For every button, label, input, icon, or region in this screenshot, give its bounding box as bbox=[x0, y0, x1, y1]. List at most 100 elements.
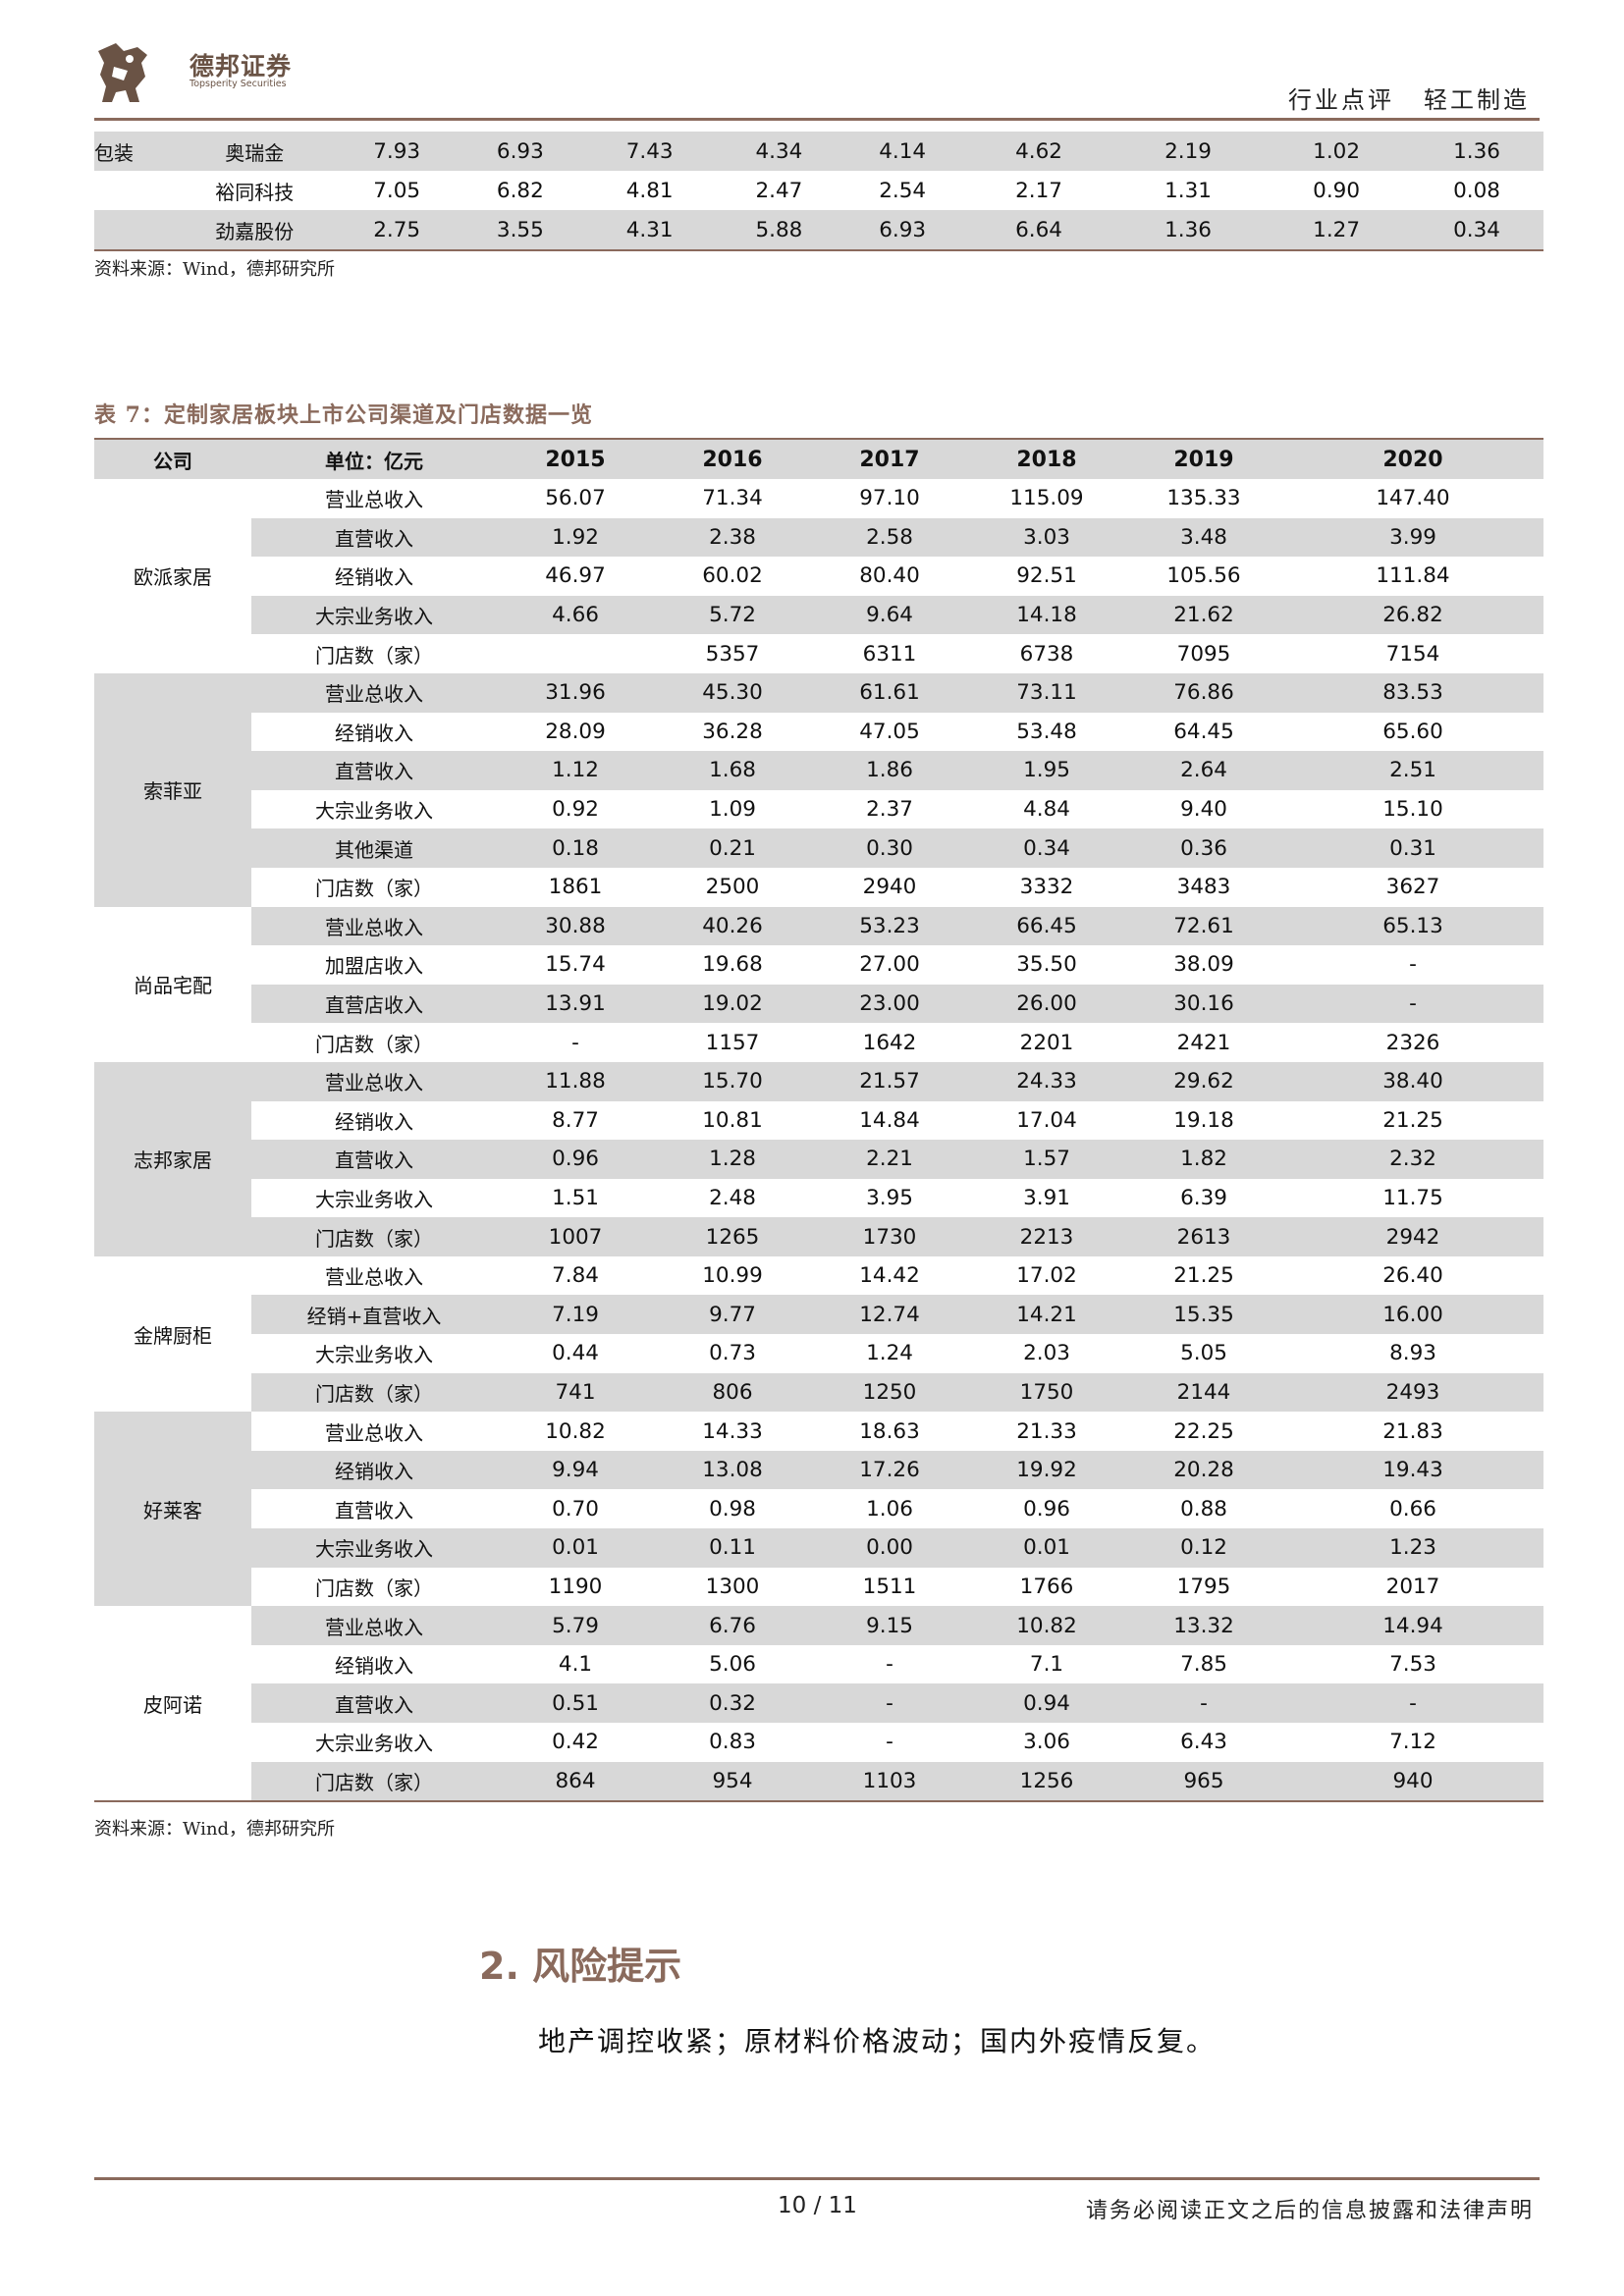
value-cell: 21.25 bbox=[1382, 1107, 1443, 1133]
value-cell: 71.34 bbox=[702, 486, 763, 511]
column-header: 2017 bbox=[811, 439, 968, 479]
value-cell: 11.75 bbox=[1382, 1185, 1443, 1210]
table-row: 包装 奥瑞金 7.93 6.93 7.43 4.34 4.14 4.62 2.19 1.02 1.3… bbox=[94, 132, 1543, 171]
value-cell: 80.40 bbox=[859, 563, 920, 589]
value-cell: 1.86 bbox=[811, 751, 968, 790]
table-row: 欧派家居 营业总收入 56.07 71.34 97.10 115.09 135.33 147.… bbox=[94, 479, 1543, 673]
value-cell: - bbox=[886, 1730, 893, 1755]
value-cell: 2326 bbox=[1385, 1030, 1440, 1055]
value-cell: 3.06 bbox=[1023, 1730, 1070, 1755]
value-cell: 21.57 bbox=[811, 1061, 968, 1101]
value-cell: 2201 bbox=[1019, 1030, 1074, 1055]
value-cell: 5.05 bbox=[1180, 1341, 1227, 1366]
value-cell: 3332 bbox=[1019, 875, 1074, 900]
value-cell: 1795 bbox=[1176, 1574, 1231, 1599]
table-row: 直营收入 0.70 0.98 1.06 0.96 0.88 0.66 bbox=[94, 1489, 1543, 1528]
metric-label-cell: 经销收入 bbox=[335, 721, 413, 745]
value-cell: 0.21 bbox=[654, 828, 811, 868]
column-header: 2015 bbox=[497, 439, 654, 479]
table-row: 门店数（家） 1190 1300 1511 1766 1795 2017 bbox=[94, 1568, 1543, 1607]
column-header: 公司 bbox=[94, 439, 251, 479]
value-cell: 12.74 bbox=[811, 1295, 968, 1335]
value-cell: 9.77 bbox=[654, 1295, 811, 1335]
metric-label-cell: 其他渠道 bbox=[251, 828, 497, 868]
table-row: 直营店收入 13.91 19.02 23.00 26.00 30.16- bbox=[94, 984, 1543, 1024]
value-cell: 4.1 bbox=[558, 1652, 593, 1678]
value-cell: 31.96 bbox=[497, 672, 654, 713]
value-cell: 1157 bbox=[705, 1030, 760, 1055]
value-cell: 21.83 bbox=[1382, 1418, 1443, 1444]
value-cell: 1190 bbox=[548, 1574, 603, 1599]
metric-label-cell: 门店数（家） bbox=[251, 1217, 497, 1256]
value-cell: 1642 bbox=[862, 1030, 917, 1055]
table-header-row: 公司 单位：亿元 2015 2016 2017 2018 2019 2020 bbox=[94, 439, 1543, 479]
value-cell: 72.61 bbox=[1125, 906, 1282, 946]
metric-label-cell: 经销收入 bbox=[335, 565, 413, 590]
value-cell: 10.82 bbox=[968, 1606, 1125, 1645]
metric-label-cell: 经销收入 bbox=[335, 1654, 413, 1679]
value-cell: - bbox=[1409, 952, 1417, 978]
metric-label-cell: 营业总收入 bbox=[325, 488, 423, 512]
value-cell: 2.37 bbox=[866, 797, 913, 823]
value-cell: 13.32 bbox=[1125, 1606, 1282, 1645]
value-cell: 7095 bbox=[1176, 641, 1231, 667]
footer-divider bbox=[94, 2177, 1540, 2180]
section-title: 2. 风险提示 bbox=[479, 1936, 681, 1990]
header-report-info: 行业点评 轻工制造 bbox=[1288, 80, 1530, 115]
value-cell: 1750 bbox=[968, 1372, 1125, 1413]
value-cell: 26.00 bbox=[968, 984, 1125, 1024]
value-cell: 1300 bbox=[705, 1574, 760, 1599]
value-cell: 14.84 bbox=[859, 1107, 920, 1133]
value-cell: 53.48 bbox=[1016, 719, 1077, 744]
value-cell: 1.92 bbox=[497, 517, 654, 558]
table-row: 经销收入 8.77 10.81 14.84 17.04 19.18 21.25 bbox=[94, 1101, 1543, 1141]
value-cell: 0.51 bbox=[497, 1683, 654, 1723]
value-cell: 17.04 bbox=[1016, 1107, 1077, 1133]
table-row: 门店数（家） 864 954 1103 1256 965 940 bbox=[94, 1761, 1543, 1802]
table-row: 其他渠道 0.18 0.21 0.30 0.34 0.36 0.31 bbox=[94, 828, 1543, 868]
value-cell: 29.62 bbox=[1125, 1061, 1282, 1101]
value-cell: 18.63 bbox=[859, 1418, 920, 1444]
table-row: 经销收入 46.97 60.02 80.40 92.51 105.56 111.84 bbox=[94, 557, 1543, 596]
company-name-cell: 金牌厨柜 bbox=[94, 1255, 251, 1413]
table-row: 大宗业务收入 1.51 2.48 3.95 3.91 6.39 11.75 bbox=[94, 1179, 1543, 1218]
value-cell: 7154 bbox=[1385, 641, 1440, 667]
value-cell: 14.94 bbox=[1282, 1606, 1543, 1645]
column-header: 2019 bbox=[1125, 439, 1282, 479]
value-cell: 2.32 bbox=[1282, 1140, 1543, 1179]
value-cell: 11.88 bbox=[497, 1061, 654, 1101]
value-cell: 7.12 bbox=[1389, 1730, 1436, 1755]
value-cell: 76.86 bbox=[1125, 672, 1282, 713]
value-cell: 6.93 bbox=[459, 132, 582, 171]
metric-label-cell: 营业总收入 bbox=[251, 672, 497, 713]
value-cell: 5.72 bbox=[654, 595, 811, 635]
value-cell: 6.76 bbox=[654, 1606, 811, 1645]
value-cell: 4.14 bbox=[840, 132, 964, 171]
value-cell: 6.93 bbox=[840, 210, 964, 250]
value-cell: 0.30 bbox=[811, 828, 968, 868]
value-cell: 22.25 bbox=[1173, 1418, 1234, 1444]
value-cell: 1256 bbox=[968, 1761, 1125, 1802]
value-cell: 0.44 bbox=[552, 1341, 599, 1366]
value-cell: 40.26 bbox=[654, 906, 811, 946]
metric-label-cell: 营业总收入 bbox=[251, 1061, 497, 1101]
metric-label-cell: 门店数（家） bbox=[315, 643, 433, 667]
value-cell: 1.09 bbox=[709, 797, 756, 823]
value-cell: - bbox=[886, 1652, 893, 1678]
value-cell: 6.43 bbox=[1180, 1730, 1227, 1755]
report-type: 行业点评 bbox=[1288, 86, 1394, 114]
metric-label-cell: 门店数（家） bbox=[251, 1372, 497, 1413]
company-name-cell: 好莱客 bbox=[94, 1412, 251, 1607]
value-cell: 1103 bbox=[811, 1761, 968, 1802]
value-cell: - bbox=[1282, 984, 1543, 1024]
company-cell: 劲嘉股份 bbox=[174, 210, 336, 250]
value-cell: 7.85 bbox=[1180, 1652, 1227, 1678]
value-cell: - bbox=[1125, 1683, 1282, 1723]
value-cell: 0.34 bbox=[968, 828, 1125, 868]
value-cell: 0.94 bbox=[968, 1683, 1125, 1723]
table-row: 劲嘉股份 2.75 3.55 4.31 5.88 6.93 6.64 1.36 1.27 0.34 bbox=[94, 210, 1543, 250]
value-cell: 2493 bbox=[1282, 1372, 1543, 1413]
value-cell: 9.40 bbox=[1180, 797, 1227, 823]
value-cell: 1.57 bbox=[968, 1140, 1125, 1179]
value-cell: 2.51 bbox=[1282, 751, 1543, 790]
